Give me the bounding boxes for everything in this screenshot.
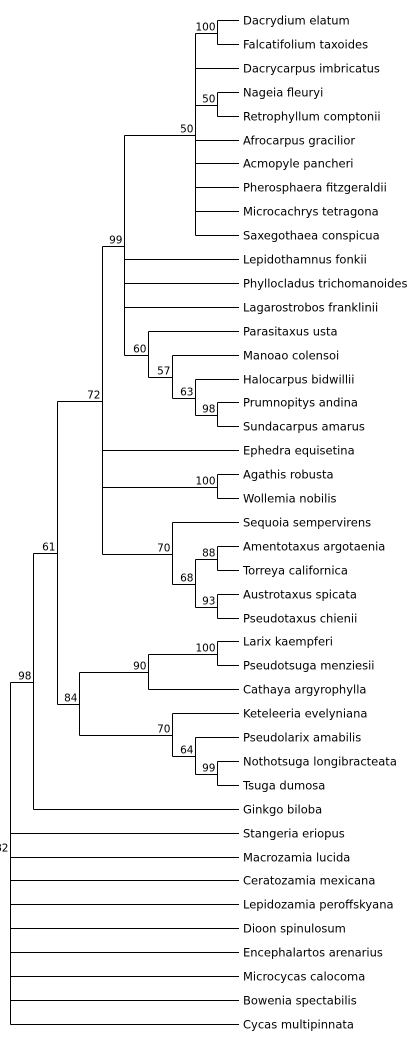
taxon-label-prumnopitys-andina: Prumnopitys andina <box>243 396 358 410</box>
taxon-label-lepidozamia-peroffskyana: Lepidozamia peroffskyana <box>243 898 394 912</box>
taxon-label-pherosphaera-fitzgeraldii: Pherosphaera fitzgeraldii <box>243 181 387 195</box>
taxon-label-pseudotaxus-chienii: Pseudotaxus chienii <box>243 612 357 626</box>
taxon-label-bowenia-spectabilis: Bowenia spectabilis <box>243 994 357 1008</box>
taxon-label-pseudotsuga-menziesii: Pseudotsuga menziesii <box>243 659 374 673</box>
support-value: 50 <box>180 124 193 136</box>
taxon-label-cathaya-argyrophylla: Cathaya argyrophylla <box>243 683 366 697</box>
taxon-label-ginkgo-biloba: Ginkgo biloba <box>243 803 322 817</box>
support-value: 98 <box>202 404 215 416</box>
support-value: 60 <box>133 344 146 356</box>
tree-labels: Dacrydium elatum Falcatifolium taxoides Da… <box>0 14 407 1032</box>
tree-branches <box>10 20 239 1025</box>
support-value: 99 <box>109 235 122 247</box>
taxon-label-amentotaxus-argotaenia: Amentotaxus argotaenia <box>243 540 385 554</box>
support-value: 57 <box>157 366 170 378</box>
taxon-label-parasitaxus-usta: Parasitaxus usta <box>243 325 338 339</box>
taxon-label-larix-kaempferi: Larix kaempferi <box>243 635 333 649</box>
taxon-label-nageia-fleuryi: Nageia fleuryi <box>243 86 323 100</box>
taxon-label-cycas-multipinnata: Cycas multipinnata <box>243 1018 354 1032</box>
taxon-label-wollemia-nobilis: Wollemia nobilis <box>243 492 337 506</box>
taxon-label-austrotaxus-spicata: Austrotaxus spicata <box>243 588 357 602</box>
taxon-label-lagarostrobos-franklinii: Lagarostrobos franklinii <box>243 301 378 315</box>
taxon-label-afrocarpus-gracilior: Afrocarpus gracilior <box>243 134 355 148</box>
support-value: 100 <box>195 22 215 34</box>
taxon-label-phyllocladus-trichomanoides: Phyllocladus trichomanoides <box>243 277 407 291</box>
taxon-label-acmopyle-pancheri: Acmopyle pancheri <box>243 157 354 171</box>
support-value: 84 <box>64 693 78 705</box>
support-value: 68 <box>180 573 193 585</box>
support-value: 88 <box>202 548 215 560</box>
taxon-label-dacrycarpus-imbricatus: Dacrycarpus imbricatus <box>243 62 380 76</box>
taxon-label-encephalartos-arenarius: Encephalartos arenarius <box>243 946 383 960</box>
support-value: 99 <box>202 763 215 775</box>
taxon-label-torreya-californica: Torreya californica <box>242 564 348 578</box>
support-value: 64 <box>180 745 194 757</box>
support-value: 82 <box>0 843 9 855</box>
support-value: 98 <box>18 671 31 683</box>
taxon-label-dacrydium-elatum: Dacrydium elatum <box>243 14 350 28</box>
taxon-label-ephedra-equisetina: Ephedra equisetina <box>243 444 355 458</box>
support-value: 61 <box>42 542 55 554</box>
taxon-label-falcatifolium-taxoides: Falcatifolium taxoides <box>243 38 368 52</box>
taxon-label-microcycas-calocoma: Microcycas calocoma <box>243 970 365 984</box>
support-value: 93 <box>202 596 215 608</box>
taxon-label-nothotsuga-longibracteata: Nothotsuga longibracteata <box>243 755 397 769</box>
support-value: 100 <box>195 476 215 488</box>
taxon-label-stangeria-eriopus: Stangeria eriopus <box>243 827 345 841</box>
taxon-label-agathis-robusta: Agathis robusta <box>243 468 334 482</box>
taxon-label-dioon-spinulosum: Dioon spinulosum <box>243 922 346 936</box>
taxon-label-lepidothamnus-fonkii: Lepidothamnus fonkii <box>243 253 367 267</box>
taxon-label-sundacarpus-amarus: Sundacarpus amarus <box>243 420 365 434</box>
support-value: 70 <box>157 543 170 555</box>
taxon-label-saxegothaea-conspicua: Saxegothaea conspicua <box>243 229 380 243</box>
support-value: 90 <box>133 661 146 673</box>
taxon-label-sequoia-sempervirens: Sequoia sempervirens <box>243 516 371 530</box>
taxon-label-microcachrys-tetragona: Microcachrys tetragona <box>243 205 379 219</box>
taxon-label-retrophyllum-comptonii: Retrophyllum comptonii <box>243 110 381 124</box>
taxon-label-halocarpus-bidwillii: Halocarpus bidwillii <box>243 373 354 387</box>
support-value: 100 <box>195 643 215 655</box>
taxon-label-pseudolarix-amabilis: Pseudolarix amabilis <box>243 731 361 745</box>
taxon-label-tsuga-dumosa: Tsuga dumosa <box>242 779 325 793</box>
support-value: 70 <box>157 724 170 736</box>
taxon-label-keteleeria-evelyniana: Keteleeria evelyniana <box>243 707 367 721</box>
support-value: 50 <box>202 94 215 106</box>
taxon-label-ceratozamia-mexicana: Ceratozamia mexicana <box>243 874 375 888</box>
support-value: 63 <box>180 387 193 399</box>
taxon-label-macrozamia-lucida: Macrozamia lucida <box>243 851 350 865</box>
taxon-label-manoao-colensoi: Manoao colensoi <box>243 349 339 363</box>
support-value: 72 <box>87 390 100 402</box>
